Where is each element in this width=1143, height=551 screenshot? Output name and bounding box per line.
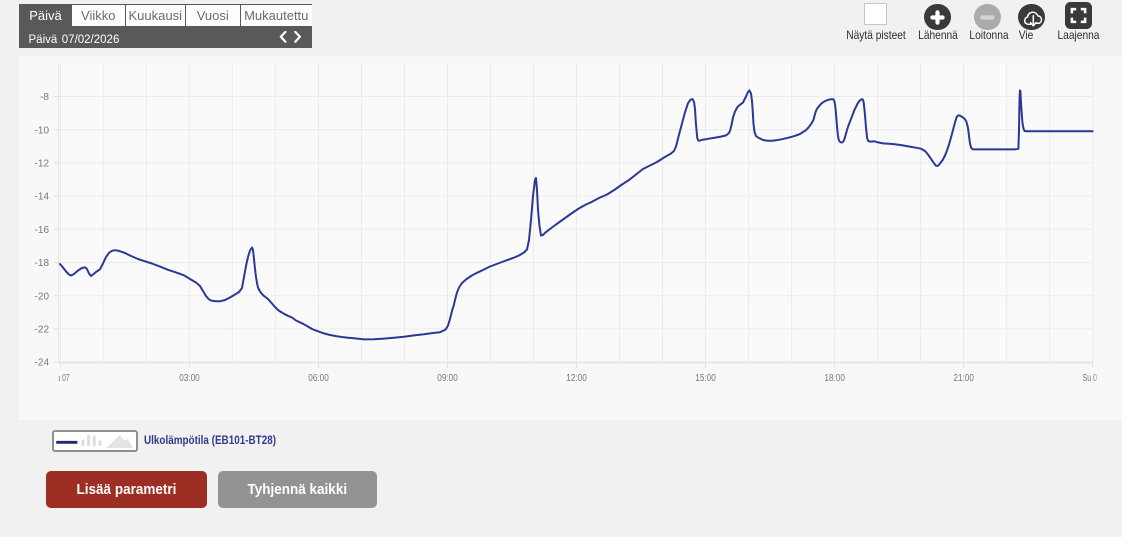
svg-text:-24: -24 [35,358,50,369]
svg-text:Su 0: Su 0 [1083,373,1098,384]
svg-text:09:00: 09:00 [437,373,458,384]
svg-text:-8: -8 [40,92,49,103]
svg-text:21:00: 21:00 [953,373,974,384]
svg-text:06:00: 06:00 [308,373,329,384]
svg-text:-12: -12 [35,159,50,170]
svg-text:-18: -18 [35,258,50,269]
svg-text:a 07: a 07 [56,373,70,384]
svg-text:-22: -22 [35,325,50,336]
svg-text:-10: -10 [35,125,50,136]
svg-text:-20: -20 [35,291,50,302]
svg-text:18:00: 18:00 [824,373,845,384]
svg-text:12:00: 12:00 [566,373,587,384]
svg-text:-14: -14 [35,192,50,203]
svg-text:-16: -16 [35,225,50,236]
svg-text:03:00: 03:00 [179,373,200,384]
svg-text:15:00: 15:00 [695,373,716,384]
